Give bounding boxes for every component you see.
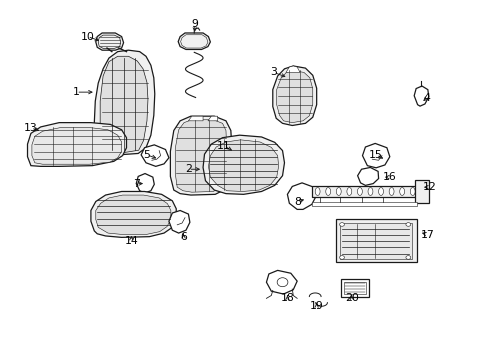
Text: 5: 5 — [143, 150, 150, 160]
Polygon shape — [272, 66, 316, 126]
Text: 17: 17 — [420, 230, 433, 239]
Text: 16: 16 — [382, 172, 396, 182]
Ellipse shape — [367, 188, 372, 195]
Ellipse shape — [409, 188, 414, 195]
Text: 12: 12 — [422, 182, 436, 192]
Polygon shape — [91, 192, 176, 237]
Text: 4: 4 — [423, 93, 430, 103]
Ellipse shape — [399, 188, 404, 195]
Ellipse shape — [277, 278, 287, 287]
Bar — [311, 202, 416, 206]
Polygon shape — [276, 71, 312, 123]
Polygon shape — [266, 270, 297, 294]
Bar — [340, 279, 368, 297]
Text: 20: 20 — [344, 293, 358, 303]
Text: 8: 8 — [294, 197, 301, 207]
Polygon shape — [285, 66, 300, 72]
Text: 11: 11 — [217, 141, 230, 151]
Ellipse shape — [346, 188, 351, 195]
Polygon shape — [94, 50, 155, 155]
Text: 13: 13 — [24, 123, 38, 133]
Ellipse shape — [315, 188, 320, 195]
Polygon shape — [136, 174, 154, 193]
Text: 9: 9 — [191, 19, 198, 29]
Polygon shape — [100, 56, 148, 152]
Polygon shape — [207, 116, 217, 121]
Text: 15: 15 — [368, 150, 382, 160]
Polygon shape — [32, 128, 122, 164]
Ellipse shape — [357, 188, 362, 195]
Polygon shape — [413, 86, 428, 106]
Text: 7: 7 — [133, 179, 140, 189]
Polygon shape — [27, 123, 126, 166]
Ellipse shape — [339, 223, 344, 226]
Ellipse shape — [405, 223, 410, 226]
Polygon shape — [287, 183, 316, 210]
Text: 18: 18 — [280, 293, 294, 303]
Ellipse shape — [325, 188, 330, 195]
Text: 3: 3 — [270, 67, 277, 77]
Ellipse shape — [388, 188, 393, 195]
Bar — [311, 186, 421, 197]
Polygon shape — [96, 33, 123, 50]
Ellipse shape — [378, 188, 383, 195]
Polygon shape — [362, 143, 389, 168]
Polygon shape — [141, 145, 168, 166]
Ellipse shape — [336, 188, 341, 195]
Polygon shape — [168, 211, 189, 233]
Text: 10: 10 — [81, 32, 94, 41]
Polygon shape — [208, 140, 278, 192]
Text: 2: 2 — [184, 164, 191, 174]
Polygon shape — [96, 195, 170, 234]
Bar — [414, 180, 428, 203]
Text: 1: 1 — [73, 87, 80, 97]
Text: 14: 14 — [124, 236, 138, 246]
Polygon shape — [170, 116, 232, 195]
Ellipse shape — [405, 256, 410, 259]
Polygon shape — [357, 167, 378, 185]
Polygon shape — [178, 33, 210, 49]
Text: 19: 19 — [309, 301, 323, 311]
Polygon shape — [175, 120, 226, 192]
Polygon shape — [203, 135, 284, 194]
Text: 6: 6 — [180, 232, 186, 242]
Bar — [343, 282, 366, 294]
Polygon shape — [188, 116, 203, 121]
Bar — [335, 220, 416, 262]
Ellipse shape — [339, 256, 344, 259]
Bar — [339, 223, 411, 259]
